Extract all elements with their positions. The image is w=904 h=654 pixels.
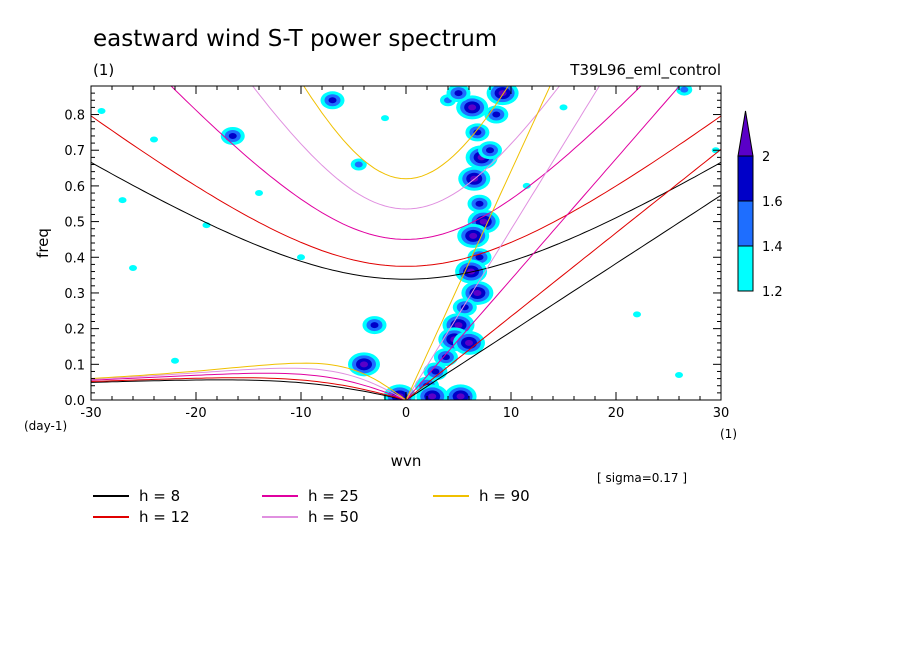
power-contour-blob [473,129,482,136]
colorbar-label: 1.4 [762,240,783,255]
power-contour-blob [228,132,237,139]
colorbar-segment [737,155,754,202]
power-contour-blob [469,232,478,239]
power-contour-blob [360,361,368,368]
power-contour-blob [150,136,158,143]
power-contour-blob [473,289,482,296]
y-tick-label: 0.7 [64,144,85,159]
y-axis-label: freq [34,228,52,258]
power-contour-blob [456,393,465,400]
power-contour-blob [354,161,363,168]
x-tick-label: -30 [80,406,101,421]
power-contour-blob [454,90,463,97]
power-contour-blob [522,182,531,189]
kelvin-wave-curve [405,86,600,400]
chart-title: eastward wind S-T power spectrum [93,26,497,52]
power-contour-blob [370,322,379,329]
x-tick-label: 30 [713,406,730,421]
x-axis-label: wvn [391,452,422,470]
kelvin-wave-curve [405,86,551,400]
y-tick-label: 0.1 [64,358,85,373]
y-tick-label: 0.5 [64,216,85,231]
kelvin-wave-curve [405,86,681,400]
power-contour-blob [171,357,179,364]
y-tick-label: 0.0 [64,394,85,409]
x-tick-label: -20 [185,406,206,421]
power-contour-blob [129,264,137,271]
inertio-gravity-curve [251,86,561,210]
power-contour-blob [328,97,337,104]
power-contour-blob [479,218,488,225]
power-contour-blob [255,190,263,197]
power-contour-blob [465,339,473,346]
inertio-gravity-curve [91,161,721,280]
x-tick-label: -10 [290,406,311,421]
y-tick-label: 0.2 [64,323,85,338]
power-contour-blob [675,372,683,379]
legend-label: h = 8 [139,487,180,505]
power-contour-blob [381,115,389,122]
power-contour-blob [492,111,501,118]
dispersion-curves [91,86,721,400]
power-contour-blob [297,254,305,261]
kelvin-wave-curve [405,194,721,400]
power-contour-blob [428,393,437,400]
colorbar-segment [737,200,754,247]
x-tick-label: 10 [503,406,520,421]
colorbar-segment [737,245,754,292]
x-tick-label: 0 [402,406,410,421]
spectral-power-contours [97,86,720,400]
rossby-wave-curve [91,379,407,400]
y-unit-label: (day-1) [24,419,67,433]
colorbar-arrow [737,110,754,157]
inertio-gravity-curve [170,86,642,240]
colorbar-label: 1.6 [762,195,783,210]
inertio-gravity-curve [303,86,509,180]
power-contour-blob [431,368,440,375]
y-tick-label: 0.8 [64,109,85,124]
legend-label: h = 12 [139,508,190,526]
axis-ticks: -30 -20 -10 0 10 20 30 0.0 0.1 0.2 0.3 0.4 0.5 0.6 0.7… [64,86,729,421]
colorbar-label: 2 [762,150,770,165]
x-unit-label: (1) [720,427,737,441]
x-tick-label: 20 [608,406,625,421]
legend-label: h = 25 [308,487,359,505]
rossby-wave-curve [91,372,407,400]
sigma-annotation: [ sigma=0.17 ] [597,471,687,485]
chart-subtitle-right: T39L96_eml_control [569,61,721,80]
power-contour-blob [454,322,463,329]
power-contour-blob [118,197,127,204]
plot-frame [90,85,722,401]
power-contour-blob [97,107,106,114]
power-contour-blob [680,86,689,93]
colorbar: 2 1.6 1.4 1.2 [737,110,783,300]
power-contour-blob [441,354,450,361]
y-tick-label: 0.3 [64,287,85,302]
power-contour-blob [468,104,477,111]
inertio-gravity-curve [91,115,721,267]
kelvin-wave-curve [405,148,721,400]
y-tick-label: 0.4 [64,251,85,266]
power-contour-blob [475,200,484,207]
y-tick-label: 0.6 [64,180,85,195]
power-contour-blob [633,311,641,318]
legend: h = 8 h = 12 h = 25 h = 50 h = 90 [93,487,530,526]
rossby-wave-curve [91,362,407,400]
colorbar-label: 1.2 [762,285,783,300]
power-contour-blob [559,104,568,111]
legend-label: h = 90 [479,487,530,505]
legend-label: h = 50 [308,508,359,526]
chart-subtitle-left: (1) [93,61,114,79]
power-contour-blob [486,147,494,154]
power-contour-blob [475,254,484,261]
rossby-wave-curve [91,377,407,400]
rossby-wave-curve [91,367,407,400]
